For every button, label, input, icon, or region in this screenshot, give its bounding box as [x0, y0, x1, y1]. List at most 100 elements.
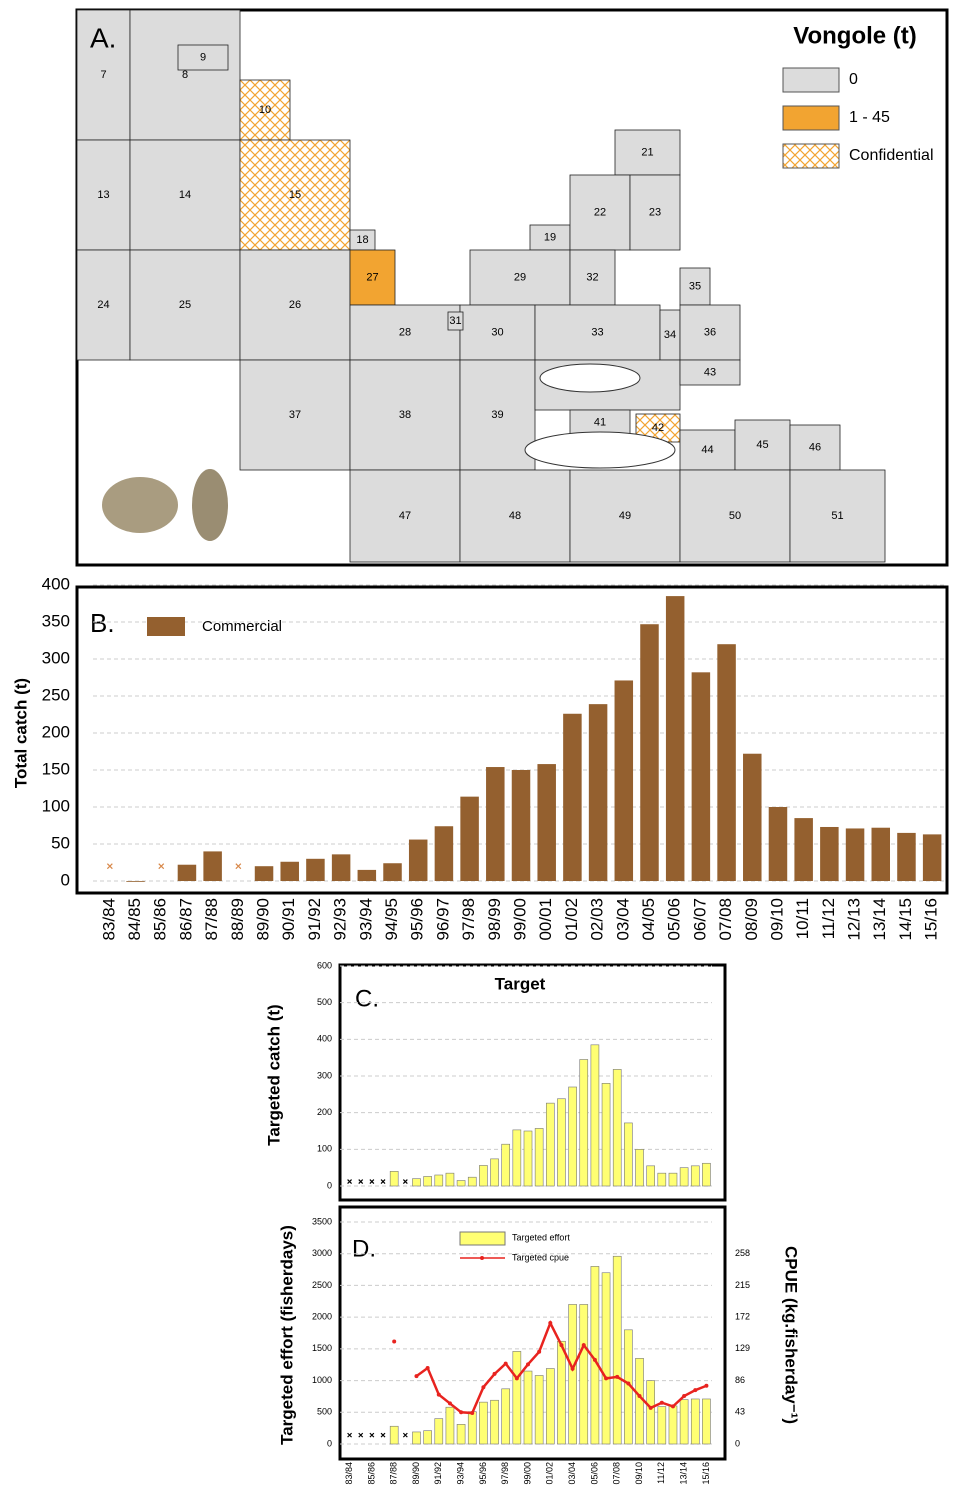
bar: [445, 1406, 455, 1445]
x-tick-label: 15/16: [701, 1462, 711, 1485]
y-tick-label: 0: [61, 870, 70, 889]
x-tick-label: 00/01: [536, 898, 555, 941]
x-tick-label: 90/91: [279, 898, 298, 941]
bar: [794, 818, 813, 881]
bar: [657, 1172, 667, 1187]
zone-label: 46: [809, 441, 821, 453]
legend-dot: [480, 1256, 484, 1260]
cpue-point: [659, 1400, 664, 1405]
bar: [568, 1086, 577, 1187]
zone: [679, 304, 741, 361]
y-tick-label: 350: [42, 611, 70, 630]
zone: [569, 249, 616, 306]
zone-label: 36: [704, 326, 716, 338]
zone-label: 24: [97, 299, 109, 311]
zone: [534, 304, 661, 361]
y-tick-label: 500: [317, 1407, 332, 1417]
bar: [702, 1162, 711, 1187]
x-tick-label: 98/99: [485, 898, 504, 941]
bar: [612, 1255, 622, 1445]
x-tick-label: 08/09: [742, 898, 761, 941]
x-tick-label: 97/98: [500, 1462, 510, 1485]
null-marker: [402, 1432, 408, 1438]
panel-label: B.: [90, 608, 115, 638]
zone: [447, 311, 464, 331]
zone: [76, 249, 131, 361]
bar: [691, 672, 711, 881]
legend-swatch: [782, 67, 840, 93]
x-tick-label: 13/14: [678, 1462, 688, 1485]
bar: [434, 826, 454, 881]
bar: [743, 753, 762, 881]
y-tick-label: 1500: [312, 1343, 332, 1353]
zone-label: 37: [289, 409, 301, 421]
x-tick-label: 87/88: [202, 898, 221, 941]
null-marker: [369, 1432, 375, 1438]
bar: [331, 854, 351, 881]
bar: [460, 796, 479, 881]
y-tick-label: 0: [327, 1180, 332, 1190]
cpue-point: [526, 1362, 530, 1367]
y-tick-label: 200: [42, 722, 70, 741]
bar: [523, 1130, 533, 1187]
y2-tick-label: 43: [735, 1407, 745, 1417]
zone-label: 21: [641, 146, 653, 158]
zone-label: 30: [491, 326, 503, 338]
bar: [412, 1431, 421, 1445]
x-tick-label: 93/94: [356, 898, 375, 941]
legend-label: Targeted cpue: [512, 1252, 569, 1262]
bar: [624, 1122, 633, 1187]
zone: [76, 9, 131, 141]
bar: [357, 869, 377, 881]
x-tick-label: 03/04: [567, 1462, 577, 1485]
zone-label: 39: [491, 409, 503, 421]
legend-label: 0: [849, 71, 858, 88]
x-tick-label: 07/08: [612, 1462, 622, 1485]
zone-label: 25: [179, 299, 191, 311]
bar: [523, 1370, 533, 1445]
zone-label: 47: [399, 510, 411, 522]
bar: [563, 713, 582, 881]
zone: [459, 304, 536, 361]
legend-swatch: [782, 143, 840, 169]
bar: [557, 1098, 566, 1187]
bar: [702, 1398, 711, 1445]
zone-label: 14: [179, 189, 191, 201]
bar: [389, 1171, 399, 1187]
null-marker: [235, 863, 242, 870]
bar: [490, 1158, 499, 1187]
zone-label: 19: [544, 231, 556, 243]
x-tick-label: 07/08: [716, 898, 735, 941]
x-tick-label: 96/97: [433, 898, 452, 941]
x-tick-label: 09/10: [767, 898, 786, 941]
bar: [690, 1398, 700, 1445]
bar: [389, 1425, 399, 1445]
zone-label: 42: [652, 422, 664, 434]
x-tick-label: 84/85: [125, 898, 144, 941]
cpue-point: [436, 1392, 441, 1397]
bar: [612, 1069, 622, 1187]
bar: [254, 866, 274, 881]
y-axis-label: Targeted effort (fisherdays): [277, 1225, 296, 1445]
cpue-point: [615, 1374, 620, 1379]
cpue-point: [481, 1385, 486, 1390]
zone-label: 44: [701, 444, 713, 456]
zone-label: 13: [97, 189, 109, 201]
y-tick-label: 400: [317, 1034, 332, 1044]
zone: [459, 359, 536, 471]
cpue-point: [604, 1376, 609, 1381]
shell: [192, 469, 228, 541]
shell: [102, 477, 178, 533]
x-tick-label: 11/12: [819, 898, 838, 939]
zone: [679, 429, 736, 471]
y2-axis-label: CPUE (kg.fisherday⁻¹): [782, 1246, 801, 1424]
legend-swatch: [459, 1231, 506, 1246]
x-tick-label: 09/10: [634, 1462, 644, 1485]
bar: [768, 807, 788, 881]
panel-label: C.: [355, 985, 379, 1012]
zone-label: 22: [594, 206, 606, 218]
bar: [665, 596, 685, 881]
legend-swatch: [147, 617, 185, 636]
x-tick-label: 88/89: [228, 898, 247, 941]
chart-title: Target: [495, 974, 546, 993]
